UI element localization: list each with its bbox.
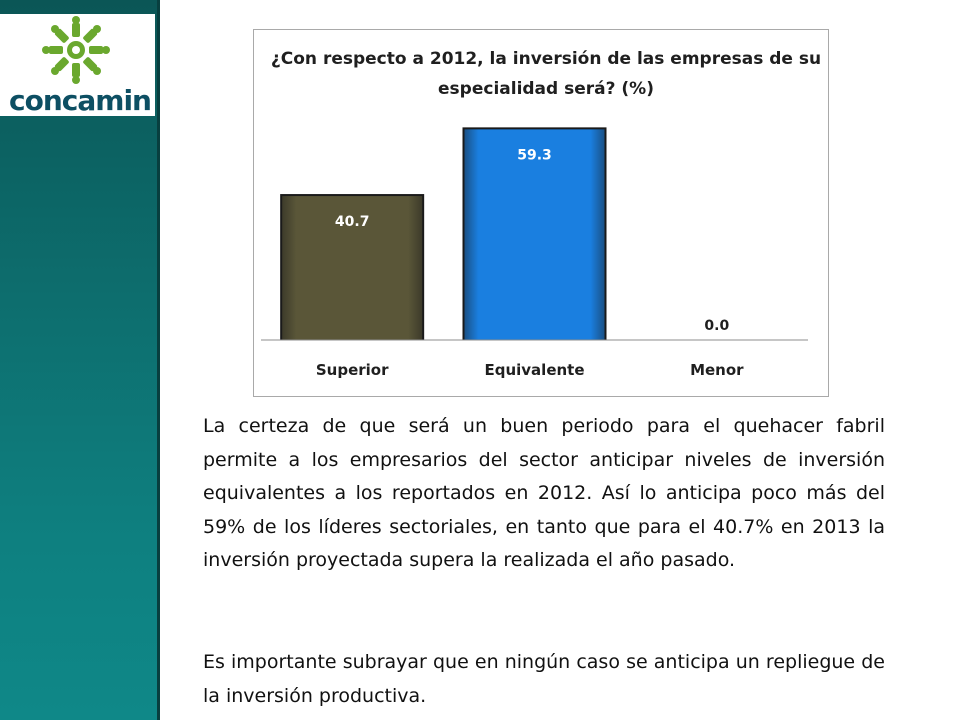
data-label-equivalente: 59.3 bbox=[517, 147, 552, 163]
bar-chart: 40.7 Superior 59.3 Equivalente 0.0 Menor bbox=[261, 127, 808, 379]
data-label-superior: 40.7 bbox=[335, 214, 370, 230]
bar-superior bbox=[282, 196, 423, 340]
chart-title: ¿Con respecto a 2012, la inversión de la… bbox=[270, 49, 822, 99]
concamin-gear-icon bbox=[42, 16, 110, 84]
data-label-menor: 0.0 bbox=[704, 318, 729, 334]
bar-equivalente bbox=[464, 129, 605, 340]
x-tick-superior: Superior bbox=[316, 361, 389, 379]
logo bbox=[0, 14, 155, 116]
x-tick-equivalente: Equivalente bbox=[484, 361, 584, 379]
paragraph-investment: La certeza de que será un buen periodo p… bbox=[203, 415, 885, 571]
paragraph-conclusion: Es importante subrayar que en ningún cas… bbox=[203, 651, 885, 707]
x-tick-menor: Menor bbox=[690, 361, 744, 379]
logo-text: concamin bbox=[9, 84, 152, 117]
sidebar-band: concamin bbox=[0, 0, 160, 720]
